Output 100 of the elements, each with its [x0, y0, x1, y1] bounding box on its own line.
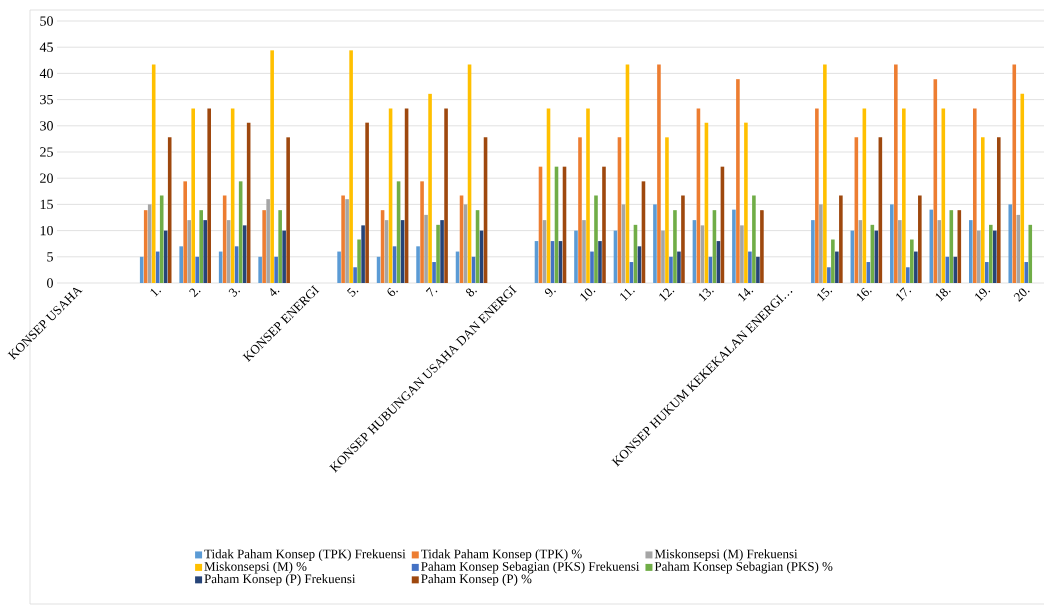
bar [732, 209, 736, 283]
bar [988, 224, 993, 283]
bar [1028, 224, 1033, 283]
bar [578, 137, 582, 283]
bar [1024, 262, 1029, 283]
bar [286, 137, 290, 283]
x-tick-label: 3. [228, 288, 240, 298]
bar [155, 251, 160, 283]
bar [266, 199, 270, 283]
bar [653, 204, 657, 283]
bar [1008, 204, 1013, 283]
bar [159, 195, 164, 283]
bar [574, 230, 578, 283]
bar [598, 241, 602, 283]
bar [910, 239, 914, 283]
bar [744, 122, 748, 283]
bar [669, 256, 673, 283]
y-tick-label: 25 [40, 147, 53, 157]
x-tick-label: 2. [189, 288, 201, 298]
bar [341, 195, 345, 283]
bar [902, 108, 906, 283]
bar [353, 267, 357, 283]
bar [163, 230, 168, 283]
bar [139, 256, 144, 283]
y-tick-label: 50 [40, 16, 53, 26]
bar [183, 181, 187, 283]
bar [436, 224, 440, 283]
bar [661, 230, 665, 283]
legend-label: Paham Konsep (P) % [421, 574, 532, 586]
bar [345, 199, 349, 283]
y-tick-label: 15 [40, 199, 53, 210]
bar [187, 220, 191, 283]
bar [894, 64, 898, 283]
y-tick-label: 35 [40, 94, 53, 105]
legend-label: Paham Konsep Sebagian (PKS) Frekuensi [421, 561, 640, 574]
x-tick-label: 17. [896, 287, 912, 302]
bar [270, 50, 274, 283]
bar [992, 230, 997, 283]
bar [143, 210, 148, 283]
bar [590, 251, 594, 283]
x-tick-label: 20. [1013, 288, 1030, 302]
bar [831, 239, 835, 283]
x-tick-label: 11. [620, 288, 635, 302]
y-tick-label: 5 [47, 252, 53, 262]
bar [349, 50, 353, 283]
legend-label: Paham Konsep Sebagian (PKS) % [654, 561, 833, 574]
bar [823, 64, 827, 283]
bar [282, 230, 286, 283]
bar [1016, 214, 1021, 283]
bar [677, 251, 681, 283]
bar [968, 220, 973, 283]
bar [424, 214, 428, 283]
bar [984, 262, 989, 283]
bar [1012, 64, 1017, 283]
bar [191, 108, 195, 283]
bar [151, 64, 156, 283]
bar [839, 195, 843, 283]
bar [681, 195, 685, 283]
bar [972, 108, 977, 283]
x-tick-label: 4. [270, 287, 280, 297]
bar [815, 108, 819, 283]
bar [748, 251, 752, 283]
bar [147, 204, 152, 283]
legend-label: Tidak Paham Konsep (TPK) % [420, 549, 582, 561]
y-tick-label: 30 [40, 121, 53, 131]
bar [337, 251, 341, 283]
bar [740, 225, 744, 283]
x-tick-label: 13. [698, 288, 714, 302]
bar [914, 251, 918, 283]
bar [752, 195, 756, 283]
bar [819, 204, 823, 283]
legend-label: Miskonsepsi (M) % [204, 561, 307, 574]
x-tick-label: 8. [466, 288, 477, 297]
x-tick-label: 7. [425, 287, 438, 297]
bar [835, 251, 839, 283]
x-tick-label: 6. [387, 287, 398, 297]
y-tick-label: 40 [39, 68, 53, 79]
bar [980, 137, 985, 283]
x-tick-label: 1. [150, 288, 161, 297]
bar [432, 262, 436, 283]
x-tick-label: 5. [346, 287, 359, 297]
legend-label: Miskonsepsi (M) Frekuensi [654, 549, 798, 561]
bar [827, 267, 831, 283]
x-tick-label: 12. [659, 288, 675, 302]
bar [207, 108, 211, 283]
bar [602, 166, 606, 283]
bar [428, 93, 432, 283]
bar [278, 210, 282, 283]
x-tick-label: 9. [544, 288, 556, 298]
bar [665, 137, 669, 283]
legend-label: Tidak Paham Konsep (TPK) Frekuensi [204, 549, 406, 561]
bar [918, 195, 922, 283]
bar [365, 122, 369, 283]
y-tick-label: 45 [39, 42, 53, 52]
bar [444, 108, 448, 283]
bar [811, 220, 815, 283]
y-tick-label: 20 [40, 173, 53, 183]
legend-label: Paham Konsep (P) Frekuensi [204, 574, 356, 586]
bar [736, 79, 740, 283]
bar [582, 220, 586, 283]
